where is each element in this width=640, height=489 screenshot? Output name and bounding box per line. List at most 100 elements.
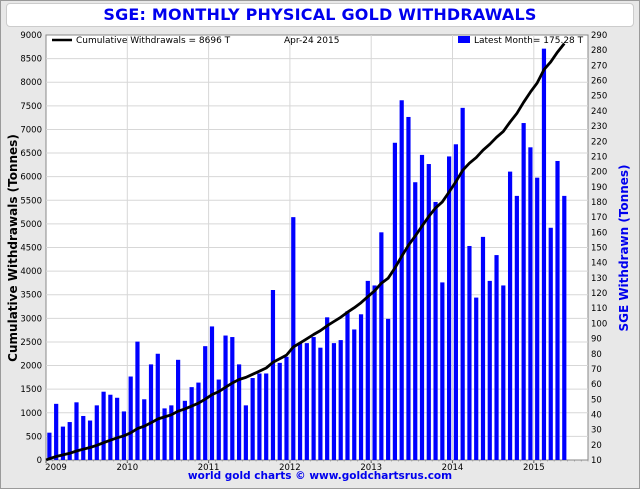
y-left-tick-label: 1500: [20, 385, 42, 395]
bar: [379, 232, 384, 460]
y-right-tick-label: 150: [591, 244, 607, 254]
bar: [494, 255, 499, 460]
footer-credit: world gold charts © www.goldchartsrus.co…: [187, 470, 453, 482]
y-left-tick-label: 5500: [20, 196, 42, 206]
bar: [338, 340, 343, 460]
y-left-tick-label: 500: [26, 432, 42, 442]
chart-title: SGE: MONTHLY PHYSICAL GOLD WITHDRAWALS: [103, 5, 537, 24]
bar: [87, 420, 93, 460]
y-right-tick-label: 260: [591, 77, 607, 87]
y-right-tick-label: 160: [591, 228, 607, 238]
bar: [331, 343, 337, 461]
legend-line-label: Cumulative Withdrawals = 8696 T: [76, 36, 231, 46]
y-right-tick-label: 60: [591, 380, 602, 390]
bar: [236, 364, 242, 461]
bar: [189, 387, 194, 460]
bar: [47, 432, 52, 460]
y-right-tick-label: 180: [591, 198, 607, 208]
bar: [135, 341, 140, 460]
y-right-tick-label: 120: [591, 289, 607, 299]
bar: [115, 397, 120, 460]
y-right-tick-label: 40: [591, 410, 602, 420]
bar: [243, 405, 248, 460]
y-left-tick-label: 7000: [20, 125, 42, 135]
y-right-tick-label: 290: [591, 31, 607, 41]
y-right-tick-label: 280: [591, 46, 607, 56]
bar: [413, 182, 418, 461]
bar: [453, 144, 458, 461]
bar: [257, 373, 262, 460]
bar: [67, 422, 72, 460]
bar: [325, 317, 330, 460]
y-right-tick-label: 270: [591, 61, 607, 71]
bar: [277, 362, 282, 460]
x-tick-label: 2011: [198, 463, 220, 473]
bar-series: [47, 48, 567, 461]
y-right-tick-label: 70: [591, 365, 602, 375]
bar: [128, 376, 133, 460]
y-right-tick-label: 240: [591, 107, 607, 117]
bar: [447, 156, 452, 460]
bar: [250, 378, 255, 460]
y-right-tick-label: 100: [591, 319, 607, 329]
legend-bar-label: Latest Month= 175.28 T: [474, 36, 584, 46]
title-bar: SGE: MONTHLY PHYSICAL GOLD WITHDRAWALS: [6, 3, 634, 27]
y-right-tick-label: 130: [591, 274, 607, 284]
bar: [460, 107, 465, 461]
cumulative-line: [45, 42, 566, 462]
bar: [148, 364, 154, 461]
y-left-tick-label: 3000: [20, 314, 42, 324]
y-right-tick-label: 190: [591, 183, 607, 193]
bar: [474, 297, 479, 460]
y-right-tick-label: 90: [591, 335, 602, 345]
y-right-tick-label: 50: [591, 395, 602, 405]
bar: [392, 142, 398, 460]
line-series: [45, 42, 566, 462]
y-right-tick-label: 220: [591, 137, 607, 147]
y-axis-left-title: Cumulative Withdrawals (Tonnes): [6, 134, 20, 362]
y-left-tick-label: 0: [37, 456, 42, 466]
bar: [399, 100, 404, 461]
y-right-tick-label: 250: [591, 92, 607, 102]
y-left-tick-label: 8500: [20, 55, 42, 65]
y-left-tick-label: 2500: [20, 338, 42, 348]
bar: [81, 415, 86, 460]
bar: [535, 177, 540, 460]
bar: [528, 147, 533, 460]
y-left-tick-label: 5000: [20, 220, 42, 230]
bar: [386, 318, 391, 460]
bar: [406, 116, 411, 461]
bar: [54, 403, 59, 460]
bar: [433, 201, 438, 460]
x-tick-label: 2013: [360, 463, 382, 473]
bar: [216, 379, 221, 460]
bar: [264, 373, 269, 460]
bar: [74, 402, 79, 460]
bar: [352, 329, 357, 460]
x-tick-label: 2009: [45, 463, 67, 473]
bar: [142, 399, 147, 460]
bar: [284, 356, 289, 460]
bar: [372, 285, 377, 460]
bar: [230, 337, 235, 460]
bar: [440, 282, 445, 460]
bar: [487, 280, 492, 460]
bar: [507, 171, 513, 461]
bar: [162, 408, 167, 460]
x-tick-label: 2012: [279, 463, 301, 473]
y-right-tick-label: 20: [591, 441, 602, 451]
bar: [297, 343, 303, 461]
y-left-tick-label: 6000: [20, 173, 42, 183]
legend: Cumulative Withdrawals = 8696 T Apr-24 2…: [52, 36, 584, 46]
legend-bar-swatch: [458, 36, 470, 43]
bar: [514, 195, 519, 460]
y-right-tick-label: 110: [591, 304, 607, 314]
bar: [480, 236, 486, 461]
bar: [94, 405, 99, 460]
bar: [501, 285, 506, 460]
bar: [426, 164, 431, 460]
bar: [358, 314, 364, 460]
y-left-tick-label: 9000: [20, 31, 42, 41]
legend-date: Apr-24 2015: [284, 36, 339, 46]
bar: [318, 347, 323, 460]
